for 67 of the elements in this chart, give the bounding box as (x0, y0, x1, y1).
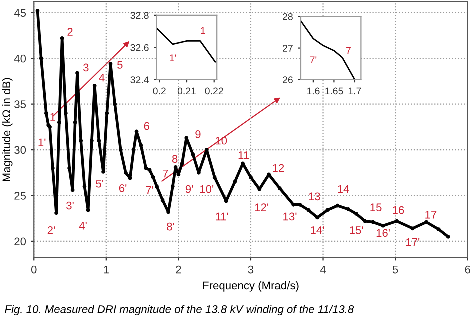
x-tick-label: 0.21 (178, 88, 196, 95)
annotation: 7' (146, 186, 154, 194)
annotation: 17' (406, 238, 420, 246)
x-tick-label: 2 (176, 266, 182, 274)
x-tick-label: 6 (465, 266, 470, 274)
y-tick-label: 20 (14, 238, 26, 246)
annotation: 15' (350, 226, 364, 234)
annotation: 6 (144, 122, 150, 130)
annotation: 3' (66, 202, 74, 210)
y-tick-label: 35 (14, 100, 26, 108)
x-tick-label: 3 (248, 266, 254, 274)
annotation: 3 (84, 64, 89, 72)
annotation: 4' (79, 222, 87, 230)
y-tick-label: 27 (283, 45, 293, 52)
annotation: 16 (393, 206, 404, 214)
annotation: 12' (255, 204, 269, 212)
annotation: 7 (163, 170, 168, 178)
annotation: 15 (370, 204, 382, 212)
y-tick-label: 32.4 (130, 76, 149, 84)
x-tick-label: 0.22 (205, 88, 224, 95)
annotation: 16' (376, 229, 390, 238)
annotation: 13 (309, 192, 320, 201)
annotation: 10' (200, 185, 214, 194)
annotation: 9 (196, 130, 201, 138)
x-tick-label: 1.7 (348, 88, 362, 95)
y-tick-label: 32.8 (130, 12, 149, 20)
x-tick-label: 5 (392, 266, 398, 274)
y-tick-label: 32.6 (130, 44, 149, 52)
annotation: 14' (311, 226, 324, 234)
y-tick-label: 26 (283, 76, 293, 84)
annotation: 13' (284, 212, 297, 221)
annotation: 1' (170, 54, 176, 62)
y-tick-label: 25 (14, 192, 26, 200)
annotation: 1 (50, 113, 56, 121)
annotation: 5 (118, 61, 123, 69)
annotation: 2' (48, 226, 56, 234)
caption: Fig. 10. Measured DRI magnitude of the 13.8 kV winding of the 11/13.8 (5, 305, 354, 316)
x-axis-title: Frequency (Mrad/s) (203, 281, 299, 292)
x-tick-label: 1.6 (307, 88, 320, 95)
annotation: 11' (216, 212, 228, 221)
y-tick-label: 28 (283, 13, 293, 20)
annotation: 1' (38, 138, 46, 147)
x-tick-label: 0 (31, 266, 37, 274)
annotation: 17 (426, 211, 437, 219)
annotation: 12 (273, 164, 284, 172)
x-tick-label: 4 (320, 266, 326, 274)
y-axis-title: Magnitude (kΩ in dB) (2, 78, 13, 182)
line-series (300, 20, 356, 80)
line-series (156, 28, 216, 63)
annotation: 8 (172, 155, 178, 164)
annotation: 4 (99, 74, 105, 82)
y-tick-label: 40 (14, 54, 26, 63)
annotation: 14 (338, 185, 350, 194)
x-tick-label: 1.65 (325, 88, 344, 95)
annotation: 7 (346, 47, 351, 54)
annotation: 9' (186, 185, 194, 194)
annotation: 6' (119, 184, 127, 192)
annotation: 8' (167, 222, 174, 231)
x-tick-label: 0.2 (153, 88, 166, 95)
annotation: 2 (68, 28, 73, 36)
y-tick-label: 45 (14, 9, 26, 18)
y-tick-label: 30 (14, 146, 26, 154)
annotation: 7' (310, 56, 317, 64)
annotation: 1 (201, 27, 206, 34)
annotation: 11 (238, 152, 249, 160)
annotation: 5' (96, 180, 104, 188)
x-tick-label: 1 (104, 266, 109, 274)
